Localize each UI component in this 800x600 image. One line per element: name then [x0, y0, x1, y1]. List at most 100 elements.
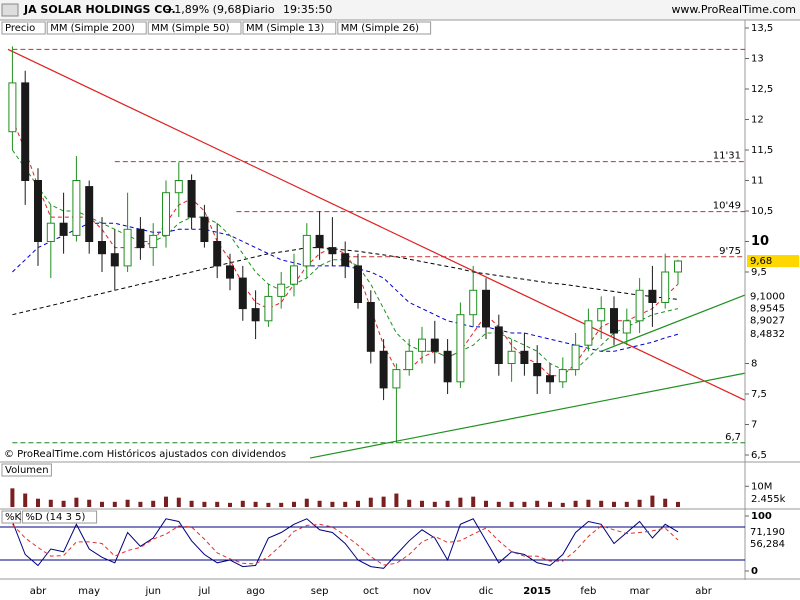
candle-body [674, 260, 682, 273]
candle-body [328, 247, 337, 255]
volume-bar [471, 496, 476, 507]
y-tick-label: 11 [751, 176, 764, 187]
candle-body [507, 350, 516, 364]
candle-body [456, 314, 465, 383]
volume-bar [637, 499, 642, 507]
legend-entry: MM (Simple 13) [246, 23, 324, 34]
legend-entry: %D (14 3 5) [25, 512, 85, 523]
x-tick-label: jul [197, 586, 210, 597]
volume-bar [663, 498, 668, 507]
legend-entry: Precio [5, 23, 35, 34]
x-tick-label: ago [246, 586, 265, 597]
volume-bar [676, 501, 680, 507]
x-tick-label: abr [30, 586, 47, 597]
candle-body [213, 241, 222, 267]
candle-body [187, 180, 196, 218]
candle-body [418, 338, 426, 352]
price-badge-label: 9,1000 [750, 291, 785, 302]
price-badge-label: 9,68 [750, 256, 772, 267]
volume-bar [240, 500, 245, 507]
y-tick-label: 13,5 [751, 23, 773, 34]
candle-body [379, 350, 388, 389]
candle-body [610, 308, 618, 334]
volume-bar [266, 502, 271, 507]
volume-bar [10, 488, 15, 507]
x-tick-label: dic [479, 586, 494, 597]
volume-bar [509, 501, 514, 507]
volume-bar [356, 500, 360, 507]
price-badge [747, 525, 799, 538]
volume-bar [112, 501, 117, 507]
candle-body [354, 265, 362, 303]
candle-body [571, 344, 580, 371]
legend-box [242, 21, 337, 35]
volume-bar [496, 501, 501, 507]
moving-average [11, 119, 679, 377]
x-tick-label: oct [363, 586, 379, 597]
y-tick-label: 9,5 [751, 267, 767, 278]
candle-body [430, 338, 439, 352]
change: +1,89% (9,68) [165, 3, 246, 16]
candle-body [533, 363, 542, 377]
level-label: 10'49 [713, 201, 741, 212]
legend-box [147, 21, 242, 35]
y-tick-label: 6,5 [751, 450, 767, 461]
volume-bar [317, 500, 322, 507]
candle-body [622, 320, 631, 334]
candle-body [392, 369, 401, 389]
candle-body [72, 180, 81, 236]
y-tick-label: 10,5 [751, 206, 773, 217]
price-badge [747, 255, 799, 268]
candle-body [661, 271, 670, 303]
volume-bar [368, 497, 373, 507]
menu-icon[interactable] [1, 3, 19, 17]
y-tick-label: 12,5 [751, 84, 773, 95]
volume-bar [484, 500, 488, 507]
candle-body [98, 241, 106, 255]
moving-average [12, 222, 679, 352]
x-tick-label: nov [413, 586, 431, 597]
candle-body [277, 283, 286, 297]
candle-body [302, 234, 311, 267]
volume-bar [138, 501, 143, 507]
volume-bar [445, 500, 450, 507]
symbol: JA SOLAR HOLDINGS CO. [23, 3, 176, 16]
price-badge-label: 8,4832 [750, 329, 785, 340]
volume-bar [330, 501, 335, 507]
y-tick-label: 13 [751, 54, 764, 65]
candle-body [34, 180, 42, 242]
volume-bar [74, 497, 79, 507]
y-tick-label: 11,5 [751, 145, 773, 156]
oscillator-line [12, 523, 679, 566]
candle-body [341, 253, 350, 267]
price-badge-label: 56,284 [750, 539, 785, 550]
legend-entry: MM (Simple 26) [341, 23, 419, 34]
legend-box [21, 510, 98, 524]
volume-bar [164, 496, 168, 507]
volume-bar [228, 502, 232, 507]
volume-bar [125, 499, 130, 507]
volume-bar [189, 500, 194, 507]
site: www.ProRealTime.com [671, 3, 796, 16]
volume-bar [292, 501, 296, 507]
candle-body [251, 308, 260, 322]
candle-body [264, 295, 273, 322]
candle-body [558, 369, 567, 383]
volume-bar [48, 499, 53, 507]
x-tick-label: sep [311, 586, 329, 597]
candle-body [469, 289, 478, 316]
candle-body [21, 82, 30, 181]
legend-box [337, 21, 432, 35]
volume-bar [343, 501, 348, 507]
candle-body [174, 180, 183, 194]
volume-bar [586, 499, 591, 507]
y-tick-label: 12 [751, 115, 764, 126]
volume-bar [458, 497, 463, 507]
volume-bar [548, 501, 552, 507]
volume-bar [624, 501, 629, 507]
y-tick-label: 0 [751, 566, 758, 577]
volume-bar [420, 500, 424, 507]
volume-bar [151, 500, 156, 507]
candle-body [200, 216, 209, 243]
header-bar [0, 0, 800, 20]
